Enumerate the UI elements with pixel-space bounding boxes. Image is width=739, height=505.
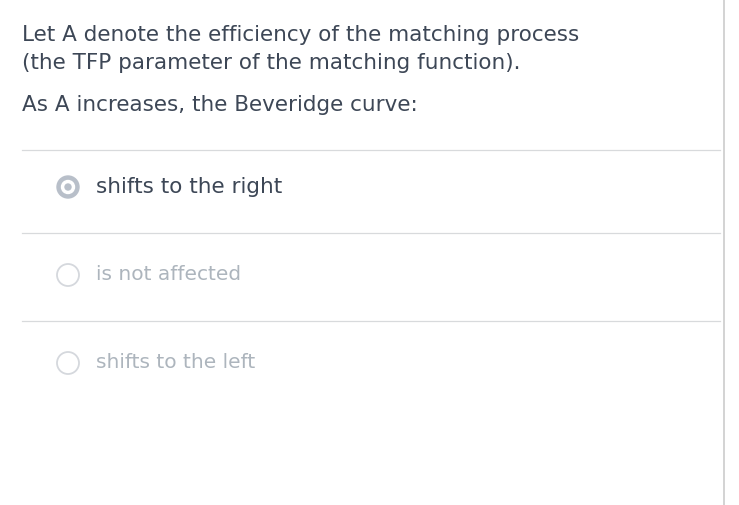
Text: Let A denote the efficiency of the matching process: Let A denote the efficiency of the match… xyxy=(22,25,579,45)
Circle shape xyxy=(61,180,75,193)
Text: shifts to the left: shifts to the left xyxy=(96,354,255,373)
Text: As A increases, the Beveridge curve:: As A increases, the Beveridge curve: xyxy=(22,95,418,115)
Text: is not affected: is not affected xyxy=(96,266,241,284)
Text: (the TFP parameter of the matching function).: (the TFP parameter of the matching funct… xyxy=(22,53,520,73)
Circle shape xyxy=(65,184,71,190)
Circle shape xyxy=(57,176,79,198)
Text: shifts to the right: shifts to the right xyxy=(96,177,282,197)
